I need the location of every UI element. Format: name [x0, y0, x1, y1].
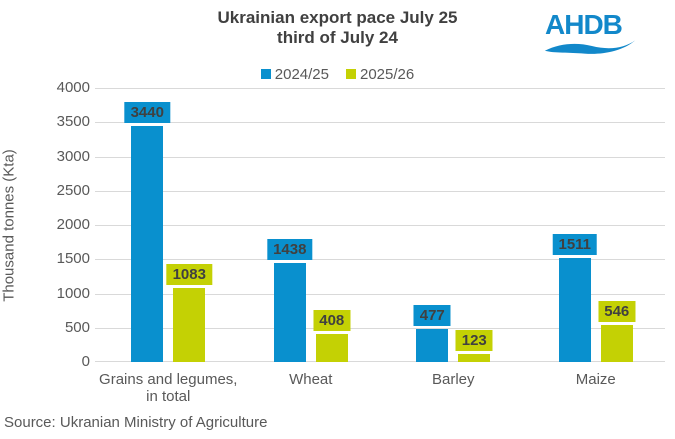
bar-2025-26-barley — [458, 354, 491, 362]
legend-label: 2024/25 — [274, 65, 329, 83]
chart-title: Ukrainian export pace July 25 third of J… — [0, 8, 675, 48]
chart-title-line1: Ukrainian export pace July 25 — [217, 8, 458, 27]
gridline-2000 — [95, 225, 665, 226]
data-label-2025-26-barley: 123 — [455, 330, 493, 351]
gridline-0 — [95, 361, 665, 362]
bar-2024-25-barley — [416, 329, 449, 362]
gridline-500 — [95, 327, 665, 329]
y-tick-label-1000: 1000 — [56, 284, 90, 302]
x-category-label-grains: Grains and legumes, in total — [99, 371, 238, 405]
bar-2024-25-grains — [131, 126, 164, 362]
gridline-4000 — [95, 88, 665, 89]
legend: 2024/25 2025/26 — [0, 64, 675, 84]
legend-item-2025-26: 2025/26 — [346, 66, 414, 83]
y-tick-label-3000: 3000 — [56, 147, 90, 165]
bar-2025-26-wheat — [315, 334, 348, 362]
y-axis-ticks: 0 500 1000 1500 2000 2500 3000 3500 4000 — [30, 79, 90, 370]
data-label-2024-25-barley: 477 — [413, 305, 451, 326]
bar-2024-25-maize — [558, 258, 591, 362]
data-label-2025-26-wheat: 408 — [313, 310, 351, 331]
gridline-1500 — [95, 259, 665, 261]
legend-swatch-icon — [346, 69, 356, 79]
ahdb-logo: AHDB — [543, 9, 639, 55]
data-label-2025-26-maize: 546 — [598, 301, 636, 322]
plot-area: 3440 1083 1438 408 477 123 1511 546 — [95, 88, 665, 362]
legend-swatch-icon — [260, 69, 271, 79]
data-label-2024-25-wheat: 1438 — [267, 239, 313, 260]
y-tick-label-1500: 1500 — [56, 250, 90, 268]
x-category-label-wheat: Wheat — [289, 371, 333, 388]
legend-item-2024-25: 2024/25 — [260, 65, 329, 83]
y-axis-title: Thousand tonnes (Kta) — [0, 149, 18, 302]
bar-2024-25-wheat — [273, 263, 306, 362]
data-label-2024-25-grains: 3440 — [124, 102, 170, 123]
y-tick-label-2500: 2500 — [56, 181, 90, 199]
y-tick-label-0: 0 — [81, 353, 90, 370]
x-category-label-maize: Maize — [575, 371, 616, 388]
gridline-2500 — [95, 190, 665, 192]
y-tick-label-2000: 2000 — [56, 216, 90, 233]
chart-title-line2: third of July 24 — [277, 28, 398, 47]
legend-label: 2025/26 — [360, 65, 415, 83]
ahdb-wave-icon — [544, 40, 636, 54]
ahdb-logo-text: AHDB — [545, 9, 623, 40]
data-label-2024-25-maize: 1511 — [552, 234, 598, 255]
y-tick-label-3500: 3500 — [56, 113, 90, 131]
source-note: Source: Ukranian Ministry of Agriculture — [4, 414, 268, 431]
y-tick-label-500: 500 — [64, 318, 90, 336]
gridline-3500 — [95, 122, 665, 124]
gridline-1000 — [95, 293, 665, 295]
data-label-2025-26-grains: 1083 — [166, 264, 212, 285]
y-tick-label-4000: 4000 — [56, 79, 90, 96]
x-category-label-barley: Barley — [431, 371, 475, 388]
gridline-3000 — [95, 156, 665, 158]
bar-2025-26-grains — [173, 288, 206, 362]
bar-2025-26-maize — [600, 325, 633, 362]
